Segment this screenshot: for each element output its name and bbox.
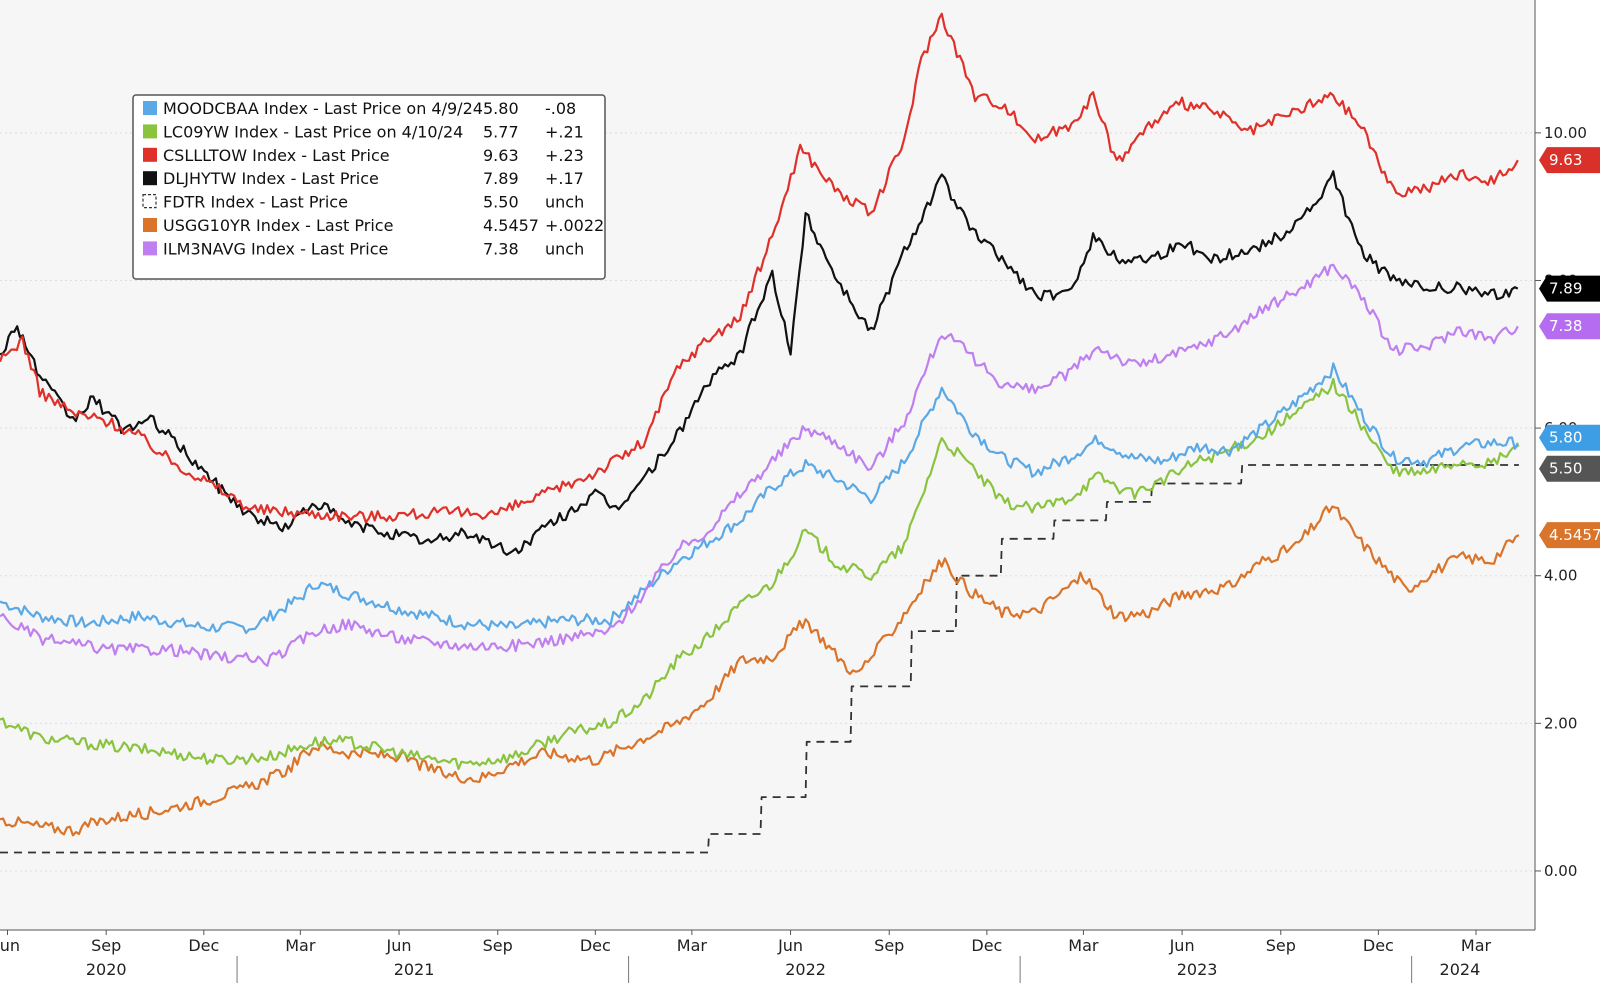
- x-tick-label: Jun: [1169, 936, 1195, 955]
- legend-swatch: [143, 171, 157, 186]
- legend-box: [132, 94, 606, 280]
- x-year-label: 2024: [1440, 960, 1481, 979]
- value-tag-bg: [1539, 522, 1600, 549]
- value-tag-label: 7.89: [1549, 280, 1582, 298]
- series-line-dljhytw: [0, 170, 1519, 556]
- legend-swatch: [143, 241, 157, 256]
- legend: MOODCBAA Index - Last Price on 4/9/24 5.8…: [132, 94, 606, 280]
- legend-swatch: [142, 194, 157, 209]
- legend-series-name: LC09YW Index - Last Price on 4/10/24: [163, 122, 463, 141]
- series-line-ilm3navg: [0, 263, 1519, 667]
- last-value-tags: 9.63 7.89 7.38 5.80 5.50 4.5457: [1539, 147, 1600, 549]
- legend-series-name: USGG10YR Index - Last Price: [163, 216, 393, 235]
- series-line-usgg10yr: [0, 505, 1520, 837]
- value-tag-label: 9.63: [1549, 151, 1582, 169]
- value-tag-label: 4.5457: [1549, 526, 1600, 544]
- y-tick-label: 4.00: [1544, 567, 1577, 585]
- value-tag-label: 5.50: [1549, 460, 1582, 478]
- y-tick-label: 2.00: [1544, 714, 1577, 732]
- legend-last-value: 7.89: [483, 169, 519, 188]
- x-tick-label: Mar: [285, 936, 316, 955]
- x-tick-label: Mar: [1068, 936, 1099, 955]
- legend-series-name: CSLLLTOW Index - Last Price: [163, 146, 390, 165]
- x-year-label: 2020: [86, 960, 127, 979]
- x-axis: Jun Sep Dec Mar Jun Sep Dec Mar Jun Sep Dec Mar Jun S…: [0, 929, 1535, 983]
- legend-change: unch: [545, 193, 584, 212]
- legend-last-value: 5.50: [483, 193, 519, 212]
- legend-last-value: 5.77: [483, 122, 519, 141]
- y-tick-label: 0.00: [1544, 862, 1577, 880]
- legend-swatch: [143, 147, 157, 162]
- legend-last-value: 7.38: [483, 239, 519, 258]
- x-year-label: 2021: [394, 960, 435, 979]
- legend-swatch: [143, 101, 157, 115]
- x-tick-label: Dec: [580, 936, 611, 955]
- series-lines: [0, 12, 1520, 854]
- legend-swatch: [143, 124, 157, 139]
- legend-change: +.17: [545, 169, 584, 188]
- x-year-label: 2023: [1177, 960, 1218, 979]
- legend-series-name: FDTR Index - Last Price: [163, 193, 348, 212]
- legend-last-value: 5.80: [483, 99, 519, 118]
- legend-series-name: ILM3NAVG Index - Last Price: [163, 239, 388, 258]
- legend-change: unch: [545, 239, 584, 258]
- value-tag-bg: [1539, 275, 1600, 302]
- value-tag-bg: [1539, 424, 1600, 451]
- value-tag-bg: [1539, 313, 1600, 340]
- value-tag-label: 5.80: [1549, 429, 1582, 447]
- x-tick-label: Jun: [777, 936, 803, 955]
- legend-last-value: 9.63: [483, 146, 519, 165]
- legend-change: +.0022: [545, 216, 604, 235]
- x-tick-label: Sep: [1266, 936, 1296, 955]
- x-year-label: 2022: [785, 960, 826, 979]
- y-tick-label: 10.00: [1544, 124, 1587, 142]
- legend-swatch: [143, 218, 157, 232]
- x-tick-label: Sep: [91, 936, 121, 955]
- x-tick-label: Mar: [1461, 936, 1492, 955]
- x-tick-label: Dec: [1363, 936, 1394, 955]
- series-line-csllltow: [0, 12, 1519, 524]
- x-tick-label: Dec: [188, 936, 219, 955]
- series-line-lc09yw: [0, 377, 1520, 770]
- x-tick-label: Sep: [483, 936, 513, 955]
- x-tick-label: Mar: [677, 936, 708, 955]
- x-tick-label: Jun: [0, 936, 20, 955]
- legend-series-name: DLJHYTW Index - Last Price: [163, 169, 379, 188]
- value-tag-bg: [1539, 455, 1600, 482]
- legend-change: -.08: [545, 99, 576, 118]
- value-tag-label: 7.38: [1549, 317, 1582, 335]
- legend-change: +.21: [545, 122, 584, 141]
- x-tick-label: Jun: [386, 936, 412, 955]
- x-tick-label: Sep: [874, 936, 904, 955]
- legend-change: +.23: [545, 146, 584, 165]
- series-line-moodcbaa: [0, 362, 1519, 635]
- legend-last-value: 4.5457: [483, 216, 539, 235]
- value-tag-bg: [1539, 147, 1600, 174]
- legend-series-name: MOODCBAA Index - Last Price on 4/9/24: [163, 99, 483, 118]
- x-tick-label: Dec: [971, 936, 1002, 955]
